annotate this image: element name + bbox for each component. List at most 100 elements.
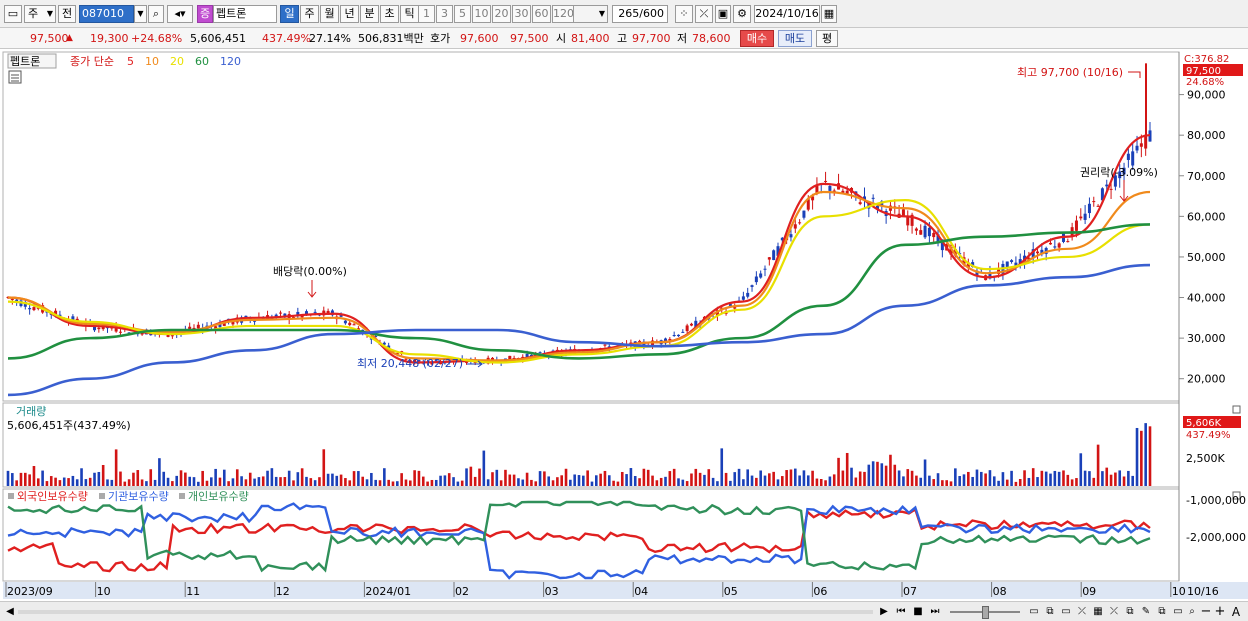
interval-button[interactable]: 초 — [380, 5, 399, 23]
zoom-slider-handle[interactable] — [982, 606, 989, 619]
minute-preset-button[interactable]: 120 — [552, 5, 574, 23]
minute-preset-button[interactable]: 30 — [512, 5, 531, 23]
candle-body — [170, 335, 174, 337]
search-icon[interactable]: ⌕ — [148, 5, 164, 23]
volume-bar — [858, 471, 862, 486]
compare-icon[interactable]: ⧉ — [1126, 606, 1134, 617]
zoom-out-icon[interactable]: − — [1200, 604, 1212, 619]
volume-bar — [750, 475, 754, 486]
stock-chart[interactable]: 90,000 80,000 70,000 60,000 50,000 40,000 30,0… — [0, 50, 1248, 601]
overlay-icon[interactable]: ⧉ — [1046, 606, 1054, 617]
volume-bar — [806, 475, 810, 486]
buy-button[interactable]: 매수 — [740, 30, 774, 47]
interval-button[interactable]: 분 — [360, 5, 379, 23]
close-icon[interactable] — [1232, 491, 1241, 500]
interval-button[interactable]: 일 — [280, 5, 299, 23]
period-selector[interactable]: 주 ▼ — [24, 5, 56, 23]
volume-bar — [876, 461, 879, 486]
layout-icon[interactable]: ▭ — [1029, 606, 1039, 617]
candle-body — [196, 324, 200, 329]
fast-forward-icon[interactable]: ⏭ — [930, 606, 940, 617]
scroll-right-icon[interactable]: ▶ — [880, 606, 888, 617]
close-icon[interactable] — [1232, 405, 1241, 414]
copy-icon[interactable]: ⧉ — [1158, 606, 1166, 617]
chevron-down-icon[interactable]: ▼ — [134, 5, 147, 23]
volume-bar — [616, 481, 620, 486]
minute-preset-button[interactable]: 1 — [418, 5, 435, 23]
speaker-icon[interactable]: ◂▾ — [167, 5, 193, 23]
date-input[interactable]: 2024/10/16 — [754, 5, 820, 23]
minute-preset-button[interactable]: 3 — [436, 5, 453, 23]
interval-button[interactable]: 년 — [340, 5, 359, 23]
volume-bar — [1096, 444, 1100, 486]
interval-button[interactable]: 틱 — [400, 5, 419, 23]
crosshair-icon[interactable]: ⤫ — [695, 5, 713, 23]
interval-button[interactable]: 주 — [300, 5, 319, 23]
grid-icon[interactable]: ▦ — [1093, 606, 1103, 617]
calendar-icon[interactable]: ▦ — [821, 5, 837, 23]
volume-bar — [469, 466, 473, 486]
chevron-down-icon: ▼ — [598, 9, 605, 18]
y-tick-label: 50,000 — [1187, 251, 1226, 264]
volume-bar — [893, 464, 897, 486]
volume-bar — [1092, 477, 1096, 486]
volume-bar — [1144, 423, 1147, 486]
gear-icon[interactable]: ⚙ — [733, 5, 751, 23]
candle-body — [685, 325, 689, 332]
crosshair-icon[interactable]: ⤫ — [1078, 606, 1086, 617]
stop-icon[interactable]: ■ — [913, 606, 923, 617]
volume-bar — [408, 480, 412, 486]
candle-body — [754, 276, 758, 283]
sell-button[interactable]: 매도 — [778, 30, 812, 47]
candle-body — [1057, 243, 1061, 248]
rewind-icon[interactable]: ⏮ — [896, 606, 906, 617]
candle-body — [681, 331, 685, 333]
window-icon[interactable]: ▭ — [4, 5, 22, 23]
minute-preset-button[interactable]: 5 — [454, 5, 471, 23]
font-size-icon[interactable]: A — [1231, 605, 1241, 619]
low-label: 저 — [677, 32, 688, 45]
zoom-in-icon[interactable]: + — [1214, 604, 1226, 619]
minute-preset-button[interactable]: 10 — [472, 5, 491, 23]
chart-area[interactable]: 90,000 80,000 70,000 60,000 50,000 40,000 30,0… — [0, 50, 1248, 601]
volume-bar — [504, 469, 507, 486]
candle-body — [966, 262, 970, 268]
candle-body — [776, 246, 780, 256]
save-icon[interactable]: ▣ — [715, 5, 731, 23]
split-icon[interactable]: ▭ — [1061, 606, 1071, 617]
volume-bar — [335, 475, 339, 486]
window-icon[interactable]: ▭ — [1173, 606, 1183, 617]
volume-bar — [93, 472, 96, 486]
volume-bar — [850, 467, 853, 486]
zoom-icon[interactable]: ⌕ — [1189, 606, 1195, 617]
eval-button[interactable]: 평 — [816, 30, 838, 47]
indicator-icon[interactable]: ⤫ — [1110, 606, 1118, 617]
minute-preset-button[interactable]: 20 — [492, 5, 511, 23]
volume-bar — [84, 479, 88, 486]
volume-bar — [746, 469, 750, 486]
chart-tools-icon[interactable]: ⁘ — [675, 5, 693, 23]
volume-bar — [1010, 470, 1013, 486]
draw-icon[interactable]: ✎ — [1141, 606, 1151, 617]
minute-preset-button[interactable]: 60 — [532, 5, 551, 23]
volume-bar — [404, 479, 408, 486]
volume-bar — [110, 479, 114, 486]
candle-body — [1010, 260, 1014, 262]
current-price-tag — [1183, 64, 1243, 76]
prev-button[interactable]: 전 — [58, 5, 76, 23]
volume-bar — [642, 468, 646, 486]
range-dropdown[interactable]: ▼ — [572, 5, 608, 23]
table-icon[interactable] — [8, 70, 22, 84]
range-count-input[interactable]: 265/600 — [612, 5, 668, 23]
scroll-track[interactable] — [18, 610, 873, 614]
candle-body — [1087, 203, 1091, 214]
turnover-rate: 27.14% — [309, 32, 351, 45]
stock-name-field[interactable]: 펩트론 — [213, 5, 277, 23]
interval-button[interactable]: 월 — [320, 5, 339, 23]
candle-body — [1053, 246, 1057, 248]
candle-body — [871, 197, 875, 199]
volume-bar — [1049, 473, 1052, 486]
stock-code-input[interactable]: 087010 — [79, 5, 134, 23]
volume-bar — [214, 468, 217, 486]
scroll-left-icon[interactable]: ◀ — [6, 606, 14, 617]
